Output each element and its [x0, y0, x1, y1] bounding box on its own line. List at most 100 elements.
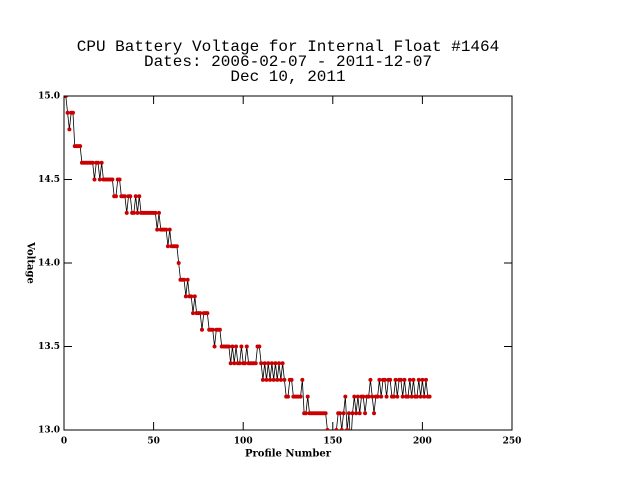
voltage-point — [402, 377, 407, 382]
voltage-point — [260, 377, 265, 382]
voltage-point — [234, 344, 239, 349]
voltage-point — [269, 361, 274, 366]
voltage-point — [90, 160, 95, 165]
voltage-point — [264, 377, 269, 382]
voltage-point — [372, 411, 377, 416]
voltage-point — [165, 244, 170, 249]
voltage-point — [388, 377, 393, 382]
voltage-point — [379, 394, 384, 399]
voltage-point — [303, 411, 308, 416]
voltage-point — [182, 277, 187, 282]
voltage-point — [355, 394, 360, 399]
voltage-point — [259, 361, 264, 366]
voltage-point — [212, 344, 217, 349]
voltage-point — [346, 411, 351, 416]
voltage-point — [282, 377, 287, 382]
voltage-point — [128, 194, 133, 199]
voltage-point — [205, 311, 210, 316]
voltage-point — [266, 361, 271, 366]
plot-area — [64, 96, 432, 430]
voltage-point — [228, 361, 233, 366]
voltage-point — [99, 160, 104, 165]
voltage-point — [232, 361, 237, 366]
voltage-point — [343, 394, 348, 399]
voltage-point — [300, 377, 305, 382]
voltage-point — [411, 377, 416, 382]
y-tick-label: 13.0 — [38, 426, 60, 436]
voltage-point — [382, 377, 387, 382]
chart-title: CPU Battery Voltage for Internal Float #… — [77, 38, 499, 56]
voltage-point — [393, 377, 398, 382]
x-axis-label: Profile Number — [245, 449, 332, 460]
voltage-point — [70, 110, 75, 115]
voltage-point — [131, 210, 136, 215]
voltage-point — [352, 394, 357, 399]
voltage-point — [242, 361, 247, 366]
voltage-point — [156, 210, 161, 215]
voltage-point — [289, 377, 294, 382]
voltage-point — [305, 394, 310, 399]
voltage-point — [191, 311, 196, 316]
voltage-point — [96, 160, 101, 165]
voltage-point — [409, 394, 414, 399]
voltage-point — [398, 377, 403, 382]
voltage-point — [341, 411, 346, 416]
voltage-point — [189, 294, 194, 299]
voltage-point — [97, 177, 102, 182]
voltage-point — [122, 194, 127, 199]
voltage-point — [275, 377, 280, 382]
voltage-point — [78, 144, 83, 149]
voltage-point — [280, 361, 285, 366]
y-axis-label: Voltage — [25, 241, 36, 284]
voltage-point — [345, 428, 350, 430]
voltage-point — [354, 411, 359, 416]
voltage-line — [65, 96, 430, 430]
voltage-point — [133, 194, 138, 199]
voltage-point — [366, 394, 371, 399]
voltage-point — [323, 411, 328, 416]
x-tick-label: 250 — [503, 437, 522, 447]
voltage-point — [217, 327, 222, 332]
voltage-point — [277, 361, 282, 366]
voltage-point — [418, 394, 423, 399]
voltage-point — [137, 194, 142, 199]
voltage-point — [339, 428, 344, 430]
voltage-point — [155, 227, 160, 232]
voltage-point — [237, 361, 242, 366]
voltage-point — [230, 344, 235, 349]
x-tick-label: 100 — [234, 437, 253, 447]
voltage-point — [117, 177, 122, 182]
voltage-point — [244, 344, 249, 349]
voltage-point — [268, 377, 273, 382]
voltage-point — [334, 428, 339, 430]
voltage-point — [226, 344, 231, 349]
voltage-point — [153, 210, 158, 215]
x-tick-label: 150 — [323, 437, 342, 447]
voltage-point — [253, 361, 258, 366]
y-tick-label: 14.5 — [38, 175, 60, 185]
voltage-point — [357, 411, 362, 416]
voltage-point — [407, 377, 412, 382]
voltage-point — [368, 377, 373, 382]
voltage-point — [416, 377, 421, 382]
voltage-point — [65, 110, 70, 115]
voltage-point — [363, 411, 368, 416]
voltage-point — [199, 327, 204, 332]
y-tick-label: 14.0 — [38, 259, 60, 269]
voltage-point — [286, 394, 290, 399]
voltage-point — [174, 244, 179, 249]
voltage-point — [375, 394, 380, 399]
voltage-point — [415, 394, 420, 399]
voltage-point — [124, 210, 129, 215]
voltage-point — [423, 377, 428, 382]
chart-date: Dec 10, 2011 — [230, 68, 345, 86]
voltage-point — [361, 394, 366, 399]
voltage-point — [427, 394, 432, 399]
voltage-point — [337, 411, 342, 416]
voltage-point — [110, 177, 115, 182]
voltage-point — [278, 377, 283, 382]
voltage-point — [176, 261, 181, 265]
voltage-point — [377, 377, 382, 382]
